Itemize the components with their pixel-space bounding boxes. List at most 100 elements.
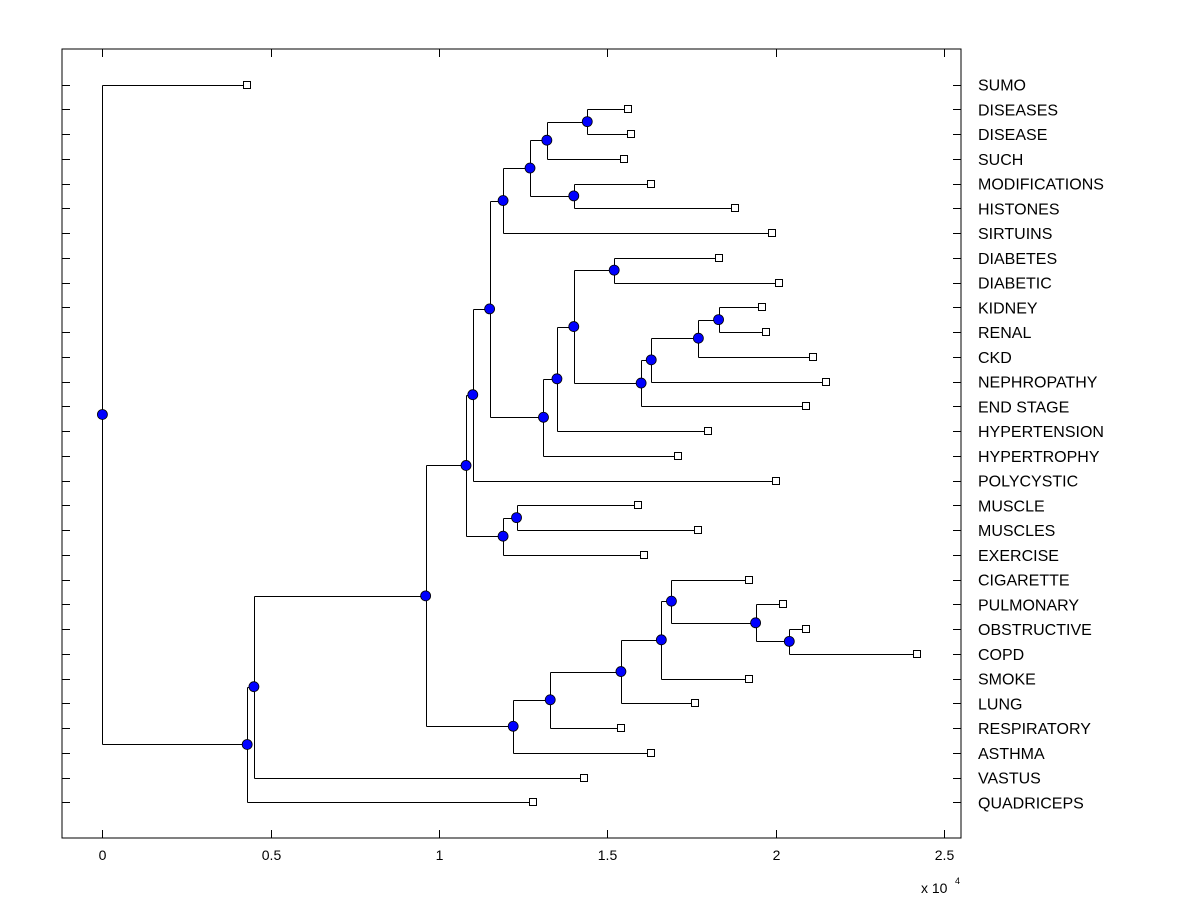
leaf-label: VASTUS (978, 771, 1041, 788)
leaf-marker (627, 130, 635, 138)
leaf-marker (620, 155, 628, 163)
merge-node-marker (750, 617, 762, 629)
leaf-labels: SUMO DISEASES DISEASE SUCH MODIFICATIONS HIST… (978, 78, 1104, 813)
leaf-marker (762, 328, 770, 336)
leaf-marker (691, 699, 699, 707)
x-tick-label: 1.5 (598, 847, 618, 863)
y-ticks (62, 85, 961, 803)
merge-node-marker (635, 377, 647, 389)
merge-node-marker (241, 739, 253, 750)
leaf-marker (634, 501, 642, 509)
leaf-marker (772, 477, 780, 485)
leaf-label: END STAGE (978, 399, 1069, 416)
merge-node-marker (551, 373, 563, 385)
leaf-marker (822, 378, 830, 386)
leaf-marker (913, 650, 921, 658)
leaf-marker (802, 402, 810, 410)
leaf-label: COPD (978, 647, 1024, 664)
merge-node-marker (511, 512, 522, 524)
leaf-label: CIGARETTE (978, 573, 1070, 590)
leaf-label: POLYCYSTIC (978, 474, 1078, 491)
leaf-marker (624, 105, 632, 113)
merge-node-marker (497, 195, 509, 206)
merge-node-marker (420, 590, 432, 602)
leaf-marker (640, 551, 648, 559)
leaf-marker (647, 749, 655, 757)
leaf-label: ASTHMA (978, 746, 1045, 763)
x-tick-label: 0.5 (262, 847, 282, 863)
leaf-label: DIABETES (978, 251, 1057, 268)
leaf-marker (745, 576, 753, 584)
leaf-label: RESPIRATORY (978, 721, 1091, 738)
leaf-marker (694, 526, 702, 534)
x-tick-label: 2 (773, 847, 781, 863)
leaf-marker (775, 279, 783, 287)
merge-node-marker (568, 190, 580, 202)
leaf-marker (758, 303, 766, 311)
leaf-label: HYPERTROPHY (978, 449, 1100, 466)
merge-node-marker (655, 634, 667, 646)
merge-node-marker (484, 303, 496, 315)
merge-node-marker (568, 321, 580, 332)
leaf-marker (580, 774, 588, 782)
plot-frame (61, 48, 962, 839)
leaf-label: QUADRICEPS (978, 795, 1084, 812)
leaf-label: SUCH (978, 152, 1023, 169)
leaf-label: NEPHROPATHY (978, 375, 1098, 392)
merge-node-marker (467, 389, 479, 401)
merge-node-marker (692, 332, 704, 344)
leaf-marker (529, 798, 537, 806)
x-tick-label: 2.5 (935, 847, 955, 863)
leaf-label: SUMO (978, 78, 1026, 95)
merge-node-marker (645, 354, 657, 366)
leaf-label: SMOKE (978, 672, 1036, 689)
leaf-marker (768, 229, 776, 237)
x-scale-exponent: 4 (955, 876, 960, 886)
merge-node-marker (581, 116, 593, 128)
leaf-label: OBSTRUCTIVE (978, 622, 1092, 639)
merge-node-marker (460, 460, 472, 471)
x-tick-label: 1 (436, 847, 444, 863)
merge-node-marker (507, 720, 519, 732)
x-tick-label: 0 (99, 847, 107, 863)
merge-node-marker (497, 530, 509, 542)
leaf-label: CKD (978, 350, 1012, 367)
merge-node-marker (615, 666, 627, 677)
merge-node-marker (248, 681, 260, 693)
leaf-marker (779, 600, 787, 608)
merge-node-marker (783, 635, 795, 647)
x-axis: 0 0.5 1 1.5 2 2.5 (99, 49, 955, 863)
leaf-label: EXERCISE (978, 548, 1059, 565)
leaf-marker (809, 353, 817, 361)
leaf-label: HYPERTENSION (978, 424, 1104, 441)
merge-node-marker (544, 694, 556, 706)
leaf-label: KIDNEY (978, 300, 1038, 317)
merge-node-marker (524, 162, 536, 174)
merge-node-marker (713, 314, 724, 326)
merge-node-marker (608, 264, 620, 276)
leaf-label: DISEASES (978, 102, 1058, 119)
leaf-label: DIABETIC (978, 276, 1052, 293)
leaf-marker (745, 675, 753, 683)
leaf-label: HISTONES (978, 201, 1060, 218)
leaf-marker (674, 452, 682, 460)
leaf-label: MUSCLES (978, 523, 1055, 540)
leaf-label: SIRTUINS (978, 226, 1052, 243)
leaf-label: MUSCLE (978, 498, 1045, 515)
leaf-label: DISEASE (978, 127, 1047, 144)
leaf-marker (715, 254, 723, 262)
leaf-marker (802, 625, 810, 633)
leaf-marker (243, 81, 251, 89)
merge-node-marker (541, 134, 553, 146)
leaf-label: PULMONARY (978, 597, 1079, 614)
leaf-label: RENAL (978, 325, 1031, 342)
leaf-label: LUNG (978, 696, 1022, 713)
leaf-marker (647, 180, 655, 188)
dendrogram-markers (97, 81, 921, 806)
leaf-marker (704, 427, 712, 435)
x-scale-base: x 10 (921, 880, 948, 896)
merge-node-marker (666, 595, 677, 607)
leaf-label: MODIFICATIONS (978, 177, 1104, 194)
leaf-marker (617, 724, 625, 732)
